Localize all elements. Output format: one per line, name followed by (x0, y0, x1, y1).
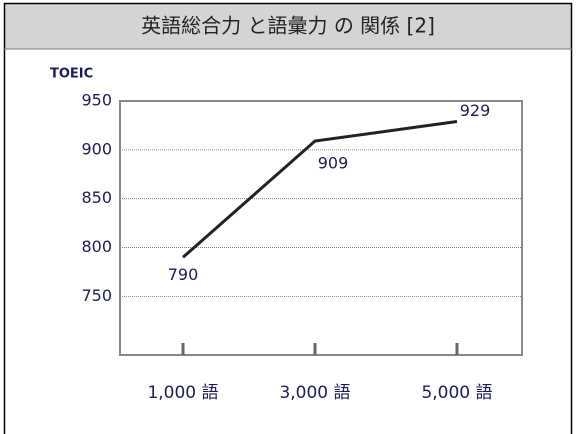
data-label: 909 (318, 154, 349, 173)
line (182, 120, 458, 259)
y-tick-label: 850 (81, 188, 112, 207)
data-label: 929 (460, 101, 491, 120)
chart-title: 英語総合力 と語彙力 の 関係 [2] (141, 14, 435, 38)
data-label: 790 (168, 265, 199, 284)
plot-frame (119, 100, 523, 356)
y-tick-label: 800 (81, 237, 112, 256)
title-bar (4, 3, 572, 49)
x-tick-label: 5,000 語 (421, 383, 492, 403)
y-tick-label: 950 (81, 91, 112, 110)
frame (3, 2, 573, 434)
x-tick-label: 3,000 語 (279, 383, 350, 403)
y-axis-label: TOEIC (50, 67, 93, 82)
y-tick-label: 750 (81, 286, 112, 305)
y-tick-label: 900 (81, 139, 112, 158)
x-tick-label: 1,000 語 (147, 383, 218, 403)
